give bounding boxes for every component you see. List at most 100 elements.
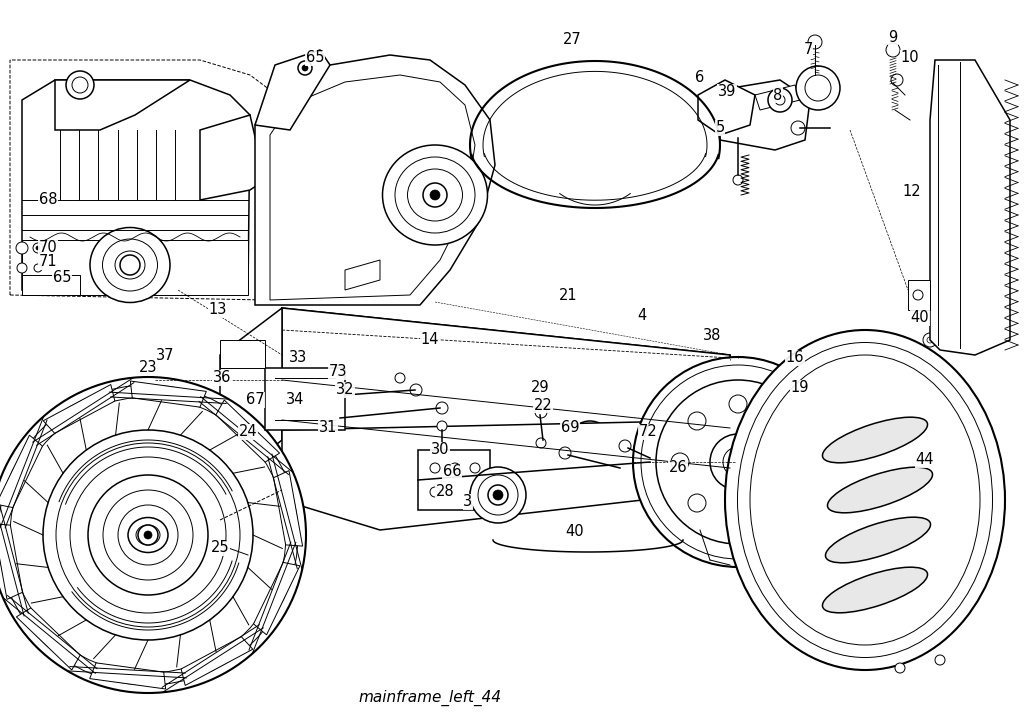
Circle shape	[493, 490, 503, 500]
Circle shape	[66, 71, 94, 99]
Text: 36: 36	[213, 371, 231, 385]
Text: 70: 70	[39, 240, 57, 256]
Polygon shape	[22, 275, 80, 295]
Text: 28: 28	[435, 484, 455, 500]
Circle shape	[488, 485, 508, 505]
Text: 44: 44	[915, 452, 934, 468]
Polygon shape	[130, 381, 206, 407]
Circle shape	[17, 263, 27, 273]
Circle shape	[16, 242, 28, 254]
Circle shape	[436, 402, 449, 414]
Circle shape	[0, 377, 306, 693]
Circle shape	[808, 35, 822, 49]
Circle shape	[633, 357, 843, 567]
Text: 40: 40	[565, 524, 585, 539]
Circle shape	[36, 246, 40, 250]
Circle shape	[688, 494, 706, 512]
Polygon shape	[908, 280, 930, 310]
Text: 33: 33	[289, 350, 307, 366]
Text: 6: 6	[695, 70, 705, 85]
Circle shape	[88, 475, 208, 595]
Circle shape	[886, 43, 900, 57]
Circle shape	[34, 264, 42, 272]
Polygon shape	[16, 608, 80, 670]
Ellipse shape	[822, 567, 928, 613]
Circle shape	[302, 65, 308, 71]
Circle shape	[618, 440, 631, 452]
Text: 29: 29	[530, 381, 549, 395]
Circle shape	[437, 421, 447, 431]
Text: 73: 73	[329, 364, 347, 379]
Polygon shape	[216, 400, 280, 462]
Polygon shape	[282, 420, 730, 530]
Circle shape	[423, 183, 447, 207]
Text: 25: 25	[211, 541, 229, 555]
Text: 19: 19	[791, 381, 809, 395]
Circle shape	[913, 290, 923, 300]
Circle shape	[120, 255, 140, 275]
Circle shape	[536, 438, 546, 448]
Text: 3: 3	[464, 494, 472, 510]
Text: 5: 5	[716, 120, 725, 135]
Ellipse shape	[827, 467, 933, 513]
Polygon shape	[22, 80, 250, 290]
Ellipse shape	[572, 421, 607, 449]
Circle shape	[770, 412, 788, 430]
Text: 66: 66	[442, 465, 461, 479]
Text: 69: 69	[561, 421, 580, 436]
Polygon shape	[282, 308, 730, 490]
Circle shape	[729, 395, 746, 413]
Text: 26: 26	[669, 460, 687, 476]
Circle shape	[430, 190, 440, 200]
Circle shape	[33, 243, 43, 253]
Polygon shape	[90, 663, 166, 689]
Circle shape	[895, 663, 905, 673]
Circle shape	[733, 175, 743, 185]
Text: 31: 31	[318, 421, 337, 436]
Circle shape	[410, 384, 422, 396]
Text: 38: 38	[702, 327, 721, 342]
Text: 10: 10	[901, 51, 920, 65]
Text: 32: 32	[336, 382, 354, 397]
Circle shape	[787, 453, 805, 471]
Text: 23: 23	[138, 361, 158, 376]
Text: 7: 7	[803, 43, 813, 57]
Ellipse shape	[822, 417, 928, 463]
Circle shape	[791, 121, 805, 135]
Text: 68: 68	[39, 193, 57, 208]
Text: 21: 21	[559, 287, 578, 303]
Circle shape	[535, 406, 547, 418]
Circle shape	[675, 407, 685, 417]
Circle shape	[138, 525, 158, 545]
Polygon shape	[200, 115, 265, 200]
Polygon shape	[220, 308, 282, 490]
Polygon shape	[255, 50, 330, 130]
Polygon shape	[254, 563, 300, 635]
Text: 22: 22	[534, 397, 552, 413]
Circle shape	[710, 434, 766, 490]
Circle shape	[144, 531, 152, 539]
Circle shape	[72, 77, 88, 93]
Text: 65: 65	[53, 271, 72, 285]
Circle shape	[732, 456, 744, 468]
Circle shape	[671, 453, 689, 471]
Polygon shape	[720, 80, 810, 150]
Polygon shape	[418, 450, 490, 510]
Text: 13: 13	[209, 303, 227, 318]
Polygon shape	[55, 80, 190, 130]
Polygon shape	[930, 60, 1010, 355]
Circle shape	[891, 74, 903, 86]
Circle shape	[768, 88, 792, 112]
Text: 4: 4	[637, 308, 646, 322]
Polygon shape	[282, 308, 730, 380]
Polygon shape	[22, 240, 248, 295]
Circle shape	[688, 412, 706, 430]
Text: 67: 67	[246, 392, 264, 408]
Circle shape	[298, 61, 312, 75]
Circle shape	[395, 373, 406, 383]
Text: mainframe_left_44: mainframe_left_44	[358, 690, 502, 706]
Ellipse shape	[90, 227, 170, 303]
Text: 8: 8	[773, 88, 782, 103]
Polygon shape	[255, 55, 495, 305]
Text: 12: 12	[903, 185, 922, 200]
